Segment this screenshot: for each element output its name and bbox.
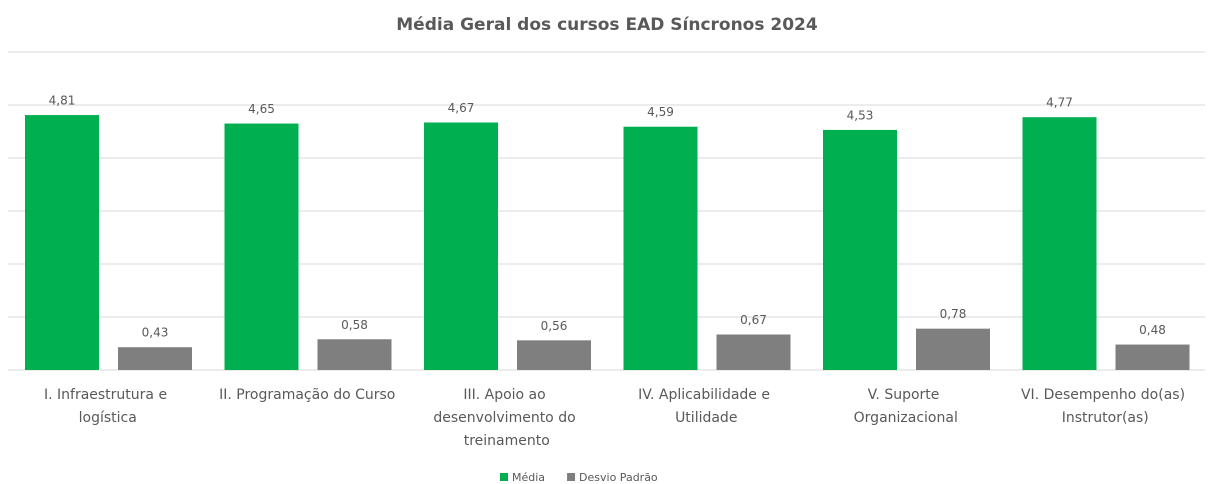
value-label: 0,67 [740, 313, 767, 327]
bar [118, 347, 192, 370]
bar [424, 122, 498, 371]
label-line: logística [79, 410, 137, 426]
value-label: 4,65 [248, 102, 275, 116]
label-line: Utilidade [675, 410, 737, 426]
bar [623, 126, 698, 370]
label-line: V. Suporte [868, 387, 944, 403]
value-label: 0,43 [142, 326, 169, 340]
x-tick-label: V. Suporte Organizacional [854, 387, 958, 426]
label-line: treinamento [464, 433, 550, 449]
bar [317, 339, 392, 370]
bar [823, 129, 897, 370]
bar [916, 328, 990, 370]
bar [1115, 344, 1190, 370]
value-label: 0,48 [1139, 323, 1166, 337]
label-line: III. Apoio ao [463, 387, 550, 403]
bar [517, 340, 591, 370]
label-line: IV. Aplicabilidade e [638, 387, 774, 403]
chart-title: Média Geral dos cursos EAD Síncronos 202… [396, 15, 818, 35]
label-line: Organizacional [854, 410, 958, 426]
value-label: 0,56 [541, 319, 568, 333]
bar [716, 334, 791, 370]
value-label: 4,53 [847, 108, 874, 122]
bar [25, 115, 99, 370]
value-label: 4,77 [1046, 96, 1073, 110]
value-label: 0,78 [940, 307, 967, 321]
label-line: Instrutor(as) [1062, 410, 1149, 426]
x-tick-label: VI. Desempenho do(as) Instrutor(as) [1021, 387, 1190, 426]
value-label: 0,58 [341, 318, 368, 332]
value-label: 4,59 [647, 105, 674, 119]
x-tick-label: III. Apoio ao desenvolvimento do treinam… [433, 387, 580, 449]
label-line: I. Infraestrutura e [44, 387, 172, 403]
x-tick-label: IV. Aplicabilidade e Utilidade [638, 387, 774, 426]
value-label: 4,81 [49, 94, 76, 108]
bar [224, 123, 299, 370]
legend-label: Desvio Padrão [579, 471, 658, 484]
label-line: II. Programação do Curso [219, 387, 395, 403]
label-line: desenvolvimento do [433, 410, 580, 426]
label-line: VI. Desempenho do(as) [1021, 387, 1190, 403]
x-tick-label: I. Infraestrutura e logística [44, 387, 172, 426]
bar [1022, 117, 1097, 370]
x-tick-label: II. Programação do Curso [219, 387, 395, 403]
legend-swatch [567, 473, 576, 481]
legend-label: Média [512, 471, 545, 484]
legend-swatch [500, 473, 508, 481]
value-label: 4,67 [448, 101, 475, 115]
